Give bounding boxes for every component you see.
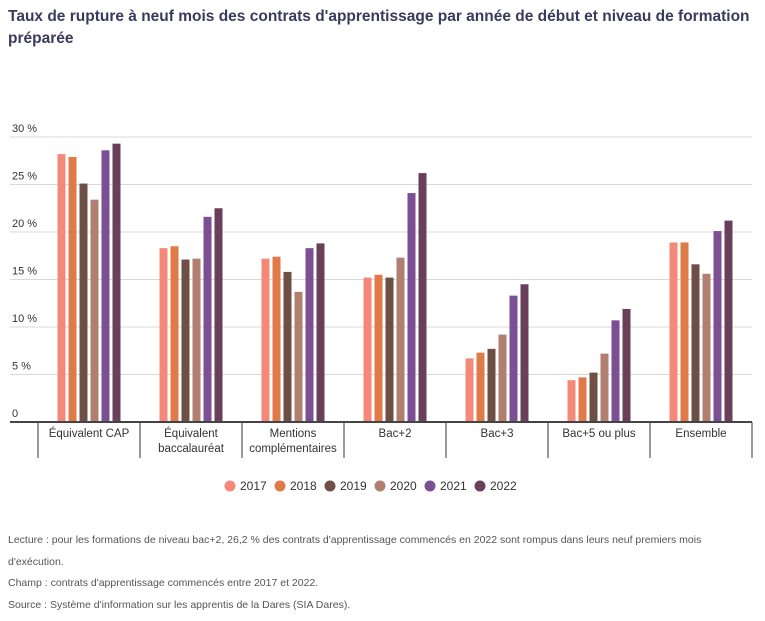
bar-2021 bbox=[611, 320, 620, 422]
bar-2021 bbox=[305, 248, 314, 422]
chart-notes: Lecture : pour les formations de niveau … bbox=[8, 530, 748, 616]
bar-2017 bbox=[57, 154, 66, 422]
y-tick-label: 30 % bbox=[12, 123, 37, 135]
bar-2018 bbox=[272, 256, 281, 422]
note-champ: Champ : contrats d'apprentissage commenc… bbox=[8, 577, 319, 589]
bar-2022 bbox=[520, 284, 529, 422]
x-tick-label: Mentions bbox=[270, 428, 317, 440]
bar-2017 bbox=[261, 258, 270, 422]
bar-2019 bbox=[691, 264, 700, 422]
bar-2018 bbox=[578, 377, 587, 422]
bar-2022 bbox=[418, 173, 427, 422]
legend-label: 2017 bbox=[240, 479, 267, 493]
legend-label: 2020 bbox=[390, 479, 417, 493]
y-tick-label: 5 % bbox=[12, 361, 31, 373]
legend-label: 2021 bbox=[440, 479, 467, 493]
bar-2021 bbox=[509, 295, 518, 422]
bar-2020 bbox=[294, 291, 303, 422]
bar-2021 bbox=[407, 193, 416, 422]
bar-2020 bbox=[702, 273, 711, 422]
y-tick-label: 10 % bbox=[12, 313, 37, 325]
bar-2018 bbox=[170, 246, 179, 422]
legend-label: 2022 bbox=[490, 479, 517, 493]
bar-2019 bbox=[487, 348, 496, 422]
bar-2019 bbox=[385, 277, 394, 422]
legend-marker-2021 bbox=[424, 480, 436, 492]
bar-2020 bbox=[90, 199, 99, 422]
bar-chart: 0 5 % 10 % 15 % 20 % 25 % 30 % Équivalent CAP Éq… bbox=[10, 123, 753, 493]
x-tick-label: Bac+5 ou plus bbox=[562, 428, 635, 440]
legend-marker-2019 bbox=[324, 480, 336, 492]
x-tick-label: complémentaires bbox=[249, 443, 337, 455]
bar-2022 bbox=[214, 208, 223, 422]
bar-2021 bbox=[203, 216, 212, 422]
bar-2022 bbox=[622, 308, 631, 422]
bar-2021 bbox=[713, 231, 722, 422]
bar-2020 bbox=[498, 334, 507, 422]
bar-2017 bbox=[159, 248, 168, 422]
bar-2017 bbox=[669, 242, 678, 422]
bar-2020 bbox=[192, 258, 201, 422]
bar-2021 bbox=[101, 150, 110, 423]
bar-2020 bbox=[600, 353, 609, 422]
x-tick-label: Équivalent CAP bbox=[49, 427, 130, 440]
legend-marker-2017 bbox=[224, 480, 236, 492]
x-tick-label: Bac+2 bbox=[379, 428, 412, 440]
legend-marker-2022 bbox=[474, 480, 486, 492]
bar-2022 bbox=[316, 243, 325, 422]
legend-marker-2020 bbox=[374, 480, 386, 492]
bar-2022 bbox=[724, 220, 733, 422]
bar-2017 bbox=[363, 277, 372, 422]
x-tick-label: Équivalent bbox=[164, 427, 219, 440]
bar-2017 bbox=[567, 380, 576, 422]
chart-title: Taux de rupture à neuf mois des contrats… bbox=[8, 8, 750, 47]
legend-label: 2019 bbox=[340, 479, 367, 493]
x-tick-label: Ensemble bbox=[675, 428, 726, 440]
bar-2020 bbox=[396, 257, 405, 422]
note-lecture: Lecture : pour les formations de niveau … bbox=[8, 534, 702, 568]
bar-2019 bbox=[79, 183, 88, 422]
bar-2017 bbox=[465, 358, 474, 422]
note-source: Source : Système d'information sur les a… bbox=[8, 598, 351, 611]
y-tick-label: 15 % bbox=[12, 266, 37, 278]
legend-label: 2018 bbox=[290, 479, 317, 493]
bar-2018 bbox=[68, 156, 77, 422]
bar-2018 bbox=[476, 352, 485, 422]
bar-2019 bbox=[181, 259, 190, 422]
bar-2019 bbox=[589, 372, 598, 422]
legend-marker-2018 bbox=[274, 480, 286, 492]
bar-2018 bbox=[680, 242, 689, 422]
x-tick-label: Bac+3 bbox=[481, 428, 514, 440]
x-tick-label: baccalauréat bbox=[158, 443, 225, 455]
bar-2019 bbox=[283, 271, 292, 422]
y-tick-label: 0 bbox=[12, 408, 18, 420]
bar-2022 bbox=[112, 143, 121, 422]
y-tick-label: 20 % bbox=[12, 218, 37, 230]
y-tick-label: 25 % bbox=[12, 171, 37, 183]
bar-2018 bbox=[374, 274, 383, 422]
